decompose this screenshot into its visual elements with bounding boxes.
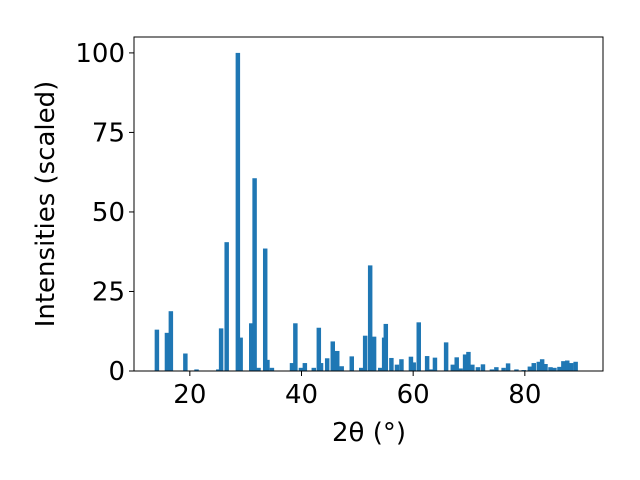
bar: [531, 363, 536, 371]
bar: [543, 364, 548, 371]
bar: [389, 357, 394, 371]
bar: [408, 356, 414, 371]
bar: [249, 323, 254, 371]
bar: [164, 332, 170, 371]
bar-series: [154, 52, 578, 372]
bar: [527, 366, 533, 371]
y-axis-label: Intensities (scaled): [31, 81, 61, 328]
bar: [318, 363, 324, 371]
x-tick-label: 80: [508, 380, 541, 410]
x-tick-label: 60: [397, 380, 430, 410]
bar: [514, 369, 519, 371]
bar: [383, 323, 389, 371]
y-tick-label: 25: [92, 277, 125, 307]
bar: [349, 356, 354, 371]
bar: [466, 351, 471, 371]
bar: [565, 360, 570, 371]
bar: [235, 52, 241, 372]
bar: [561, 361, 566, 371]
bar: [470, 364, 475, 371]
y-tick-label: 100: [75, 39, 125, 69]
bar: [371, 336, 377, 371]
bar: [411, 362, 416, 371]
bar: [432, 357, 438, 371]
bar: [494, 367, 499, 371]
bar: [335, 350, 340, 371]
bar: [552, 367, 557, 371]
bar: [224, 242, 229, 371]
bar: [262, 248, 268, 371]
bar: [489, 369, 495, 371]
bar: [256, 367, 261, 371]
bar: [548, 367, 553, 371]
bar: [573, 361, 578, 371]
bar: [539, 359, 545, 371]
bar: [293, 323, 298, 371]
bar: [557, 366, 562, 371]
y-tick-label: 75: [92, 118, 125, 148]
bar: [311, 367, 317, 371]
bar: [454, 357, 459, 371]
bar: [359, 367, 364, 371]
bar: [324, 358, 330, 371]
y-axis: 0 25 50 75 100: [75, 39, 134, 387]
bar: [316, 327, 322, 371]
x-axis-label: 2θ (°): [332, 418, 406, 448]
bar: [443, 342, 449, 371]
bar: [416, 322, 421, 371]
bar: [399, 359, 404, 371]
x-tick-label: 20: [173, 380, 206, 410]
x-axis: 20 40 60 80: [173, 371, 541, 410]
y-tick-label: 0: [108, 357, 125, 387]
bar: [480, 364, 486, 371]
bar: [154, 329, 160, 371]
bar: [362, 335, 368, 371]
bar: [505, 363, 511, 371]
bar: [367, 265, 373, 371]
bar: [428, 369, 434, 371]
bar: [450, 364, 456, 371]
bar: [394, 364, 400, 371]
plot-frame: [133, 36, 604, 372]
x-tick-label: 40: [285, 380, 318, 410]
bar: [330, 341, 335, 371]
bar: [377, 367, 383, 371]
bar: [218, 328, 224, 371]
bar: [475, 367, 481, 371]
bar: [462, 354, 468, 371]
bar: [568, 363, 574, 371]
bar: [194, 369, 199, 371]
bar: [168, 311, 174, 371]
bar: [289, 363, 295, 371]
y-tick-label: 50: [92, 198, 125, 228]
bar: [265, 359, 270, 371]
bar: [298, 367, 304, 371]
bar: [216, 369, 221, 371]
bar: [302, 363, 308, 371]
bar: [339, 366, 344, 371]
bar: [238, 337, 243, 371]
bar: [536, 361, 542, 371]
bar: [269, 367, 275, 371]
bar: [458, 368, 463, 371]
bar: [501, 367, 506, 371]
bar: [183, 353, 188, 371]
bar: [424, 356, 430, 371]
bar: [252, 178, 257, 371]
